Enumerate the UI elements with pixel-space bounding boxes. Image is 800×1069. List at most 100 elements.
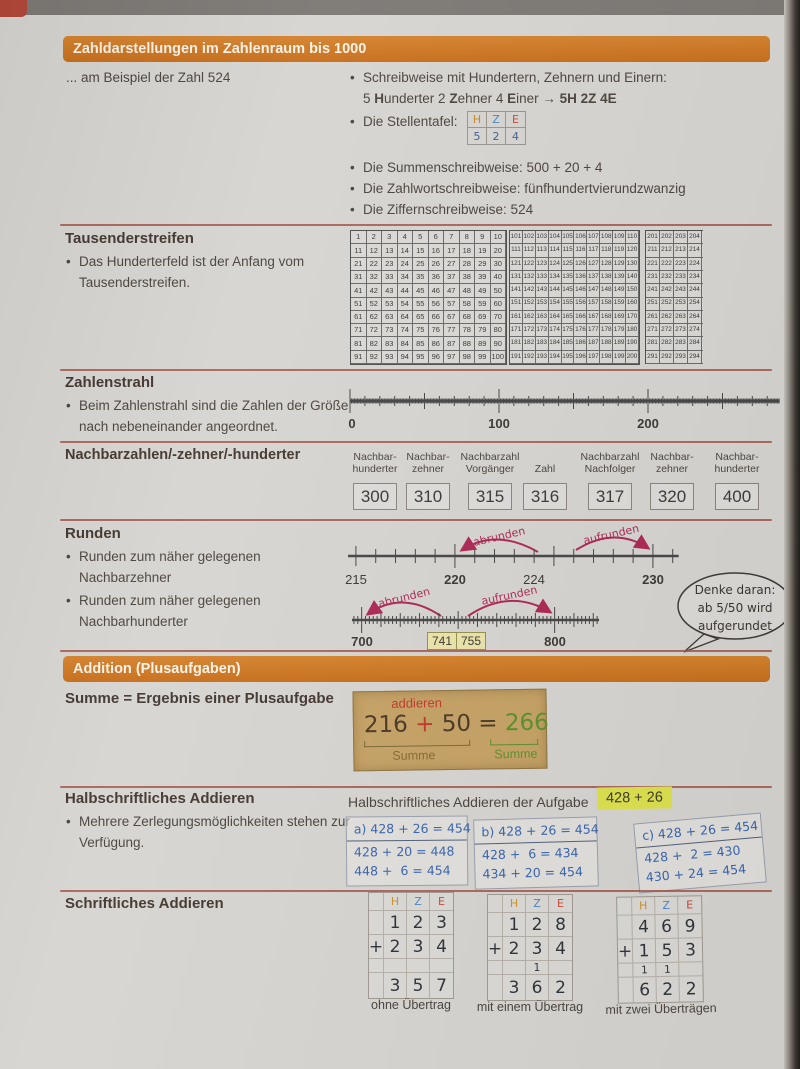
grid-cell: 233 bbox=[674, 270, 688, 285]
numberline-svg bbox=[349, 389, 780, 413]
grid-cell: 19 bbox=[475, 244, 491, 258]
grid-cell: 149 bbox=[613, 284, 627, 298]
grid-cell: 41 bbox=[351, 284, 367, 298]
neighbor-header: Nachbarzahl bbox=[460, 450, 520, 463]
section-title-runden: Runden bbox=[65, 525, 121, 542]
grid-cell: 283 bbox=[674, 337, 688, 351]
grid-cell: 115 bbox=[561, 244, 575, 258]
divider bbox=[60, 786, 772, 788]
grid-cell: 284 bbox=[688, 337, 702, 351]
section-title-summe: Summe = Ergebnis einer Plusaufgabe bbox=[65, 690, 334, 707]
grid-cell: 214 bbox=[688, 244, 702, 258]
grid-cell: 22 bbox=[366, 257, 382, 271]
grid-cell: 107 bbox=[587, 231, 601, 245]
digit-cell: 9 bbox=[678, 914, 702, 939]
grid-cell: 117 bbox=[587, 244, 601, 258]
grid-cell: 61 bbox=[351, 310, 367, 325]
grid-cell: 28 bbox=[459, 257, 475, 271]
grid-cell: 262 bbox=[660, 310, 674, 325]
digit-cell bbox=[407, 959, 430, 973]
neighbor-header: hunderter bbox=[714, 463, 760, 476]
digit-cell bbox=[549, 961, 572, 975]
method-rule bbox=[346, 839, 467, 842]
grid-cell: 179 bbox=[613, 324, 627, 338]
grid-cell: 43 bbox=[382, 284, 398, 298]
grid-cell: 125 bbox=[561, 257, 575, 271]
digit-cell: 5 bbox=[655, 938, 680, 964]
grid-cell: 151 bbox=[510, 297, 523, 311]
text-segment: ehner 4 bbox=[457, 90, 508, 106]
grid-cell: 9 bbox=[475, 231, 491, 245]
grid-cell: 17 bbox=[444, 244, 460, 258]
neighbor-header: Nachbar- bbox=[353, 450, 397, 463]
grid-cell: 64 bbox=[397, 310, 413, 325]
place-header-cell: Z bbox=[655, 896, 679, 916]
addition-grid: H Z E 4 6 9 +1 5 3 1 1 6 2 2 bbox=[616, 895, 704, 1004]
neighbors-row: Nachbar-hunderter 300 Nachbar-zehner 310… bbox=[345, 447, 777, 519]
place-header-cell bbox=[369, 893, 384, 911]
grid-cell: 63 bbox=[382, 310, 398, 325]
grid-cell: 2 bbox=[366, 231, 382, 245]
grid-cell: 109 bbox=[613, 231, 627, 245]
grid-cell: 181 bbox=[510, 337, 523, 351]
digit-cell: 1 bbox=[526, 961, 549, 975]
grid-cell: 26 bbox=[428, 257, 444, 271]
neighbor-value: 310 bbox=[406, 483, 450, 510]
grid-cell: 58 bbox=[459, 297, 475, 311]
neighbor-col-zehner-right: Nachbar-zehner 320 bbox=[646, 447, 698, 510]
bullet-zahlwortschreibweise: Die Zahlwortschreibweise: fünfhundertvie… bbox=[350, 179, 686, 200]
grid-cell: 199 bbox=[613, 350, 627, 364]
digit-cell bbox=[618, 977, 634, 1003]
grid-cell: 102 bbox=[522, 231, 536, 245]
grid-cell: 221 bbox=[646, 257, 660, 271]
grid-cell: 131 bbox=[510, 270, 523, 285]
grid-cell: 114 bbox=[548, 244, 562, 258]
neighbor-col-hunderter-right: Nachbar-hunderter 400 bbox=[707, 447, 767, 510]
neighbor-col-zahl: Zahl 316 bbox=[522, 447, 568, 510]
grid-cell: 177 bbox=[587, 324, 601, 338]
addieren-note-box: addieren 216 + 50 = 266 Summe Summe bbox=[352, 688, 549, 772]
place-header-cell bbox=[488, 895, 503, 913]
text-segment: Z bbox=[449, 90, 458, 106]
grid-cell: 31 bbox=[351, 270, 367, 285]
grid-cell: 55 bbox=[413, 297, 429, 311]
grid-cell: 295 bbox=[702, 351, 703, 364]
section-band-addition: Addition (Plusaufgaben) bbox=[63, 656, 770, 682]
grid-cell: 275 bbox=[702, 324, 703, 338]
digit-cell: 6 bbox=[655, 914, 679, 940]
addend-1: 216 bbox=[363, 711, 409, 739]
grid-cell: 183 bbox=[535, 337, 549, 351]
grid-cell: 198 bbox=[600, 350, 614, 364]
grid-cell: 189 bbox=[613, 337, 627, 351]
digit-cell: 5 bbox=[407, 973, 430, 998]
grid-cell: 18 bbox=[459, 244, 475, 258]
neighbor-header: hunderter bbox=[352, 463, 398, 476]
grid-cell: 255 bbox=[702, 298, 703, 311]
grid-cell: 234 bbox=[688, 270, 702, 285]
grid-cell: 11 bbox=[351, 244, 367, 258]
grid-cell: 215 bbox=[702, 244, 703, 258]
summe-label-left: Summe bbox=[392, 748, 436, 763]
grid-cell: 194 bbox=[548, 350, 562, 364]
hundred-grid-101-200: 101 102 103 104 105 106 107 108 109 110 111 112 113 1… bbox=[509, 230, 640, 365]
grid-cell: 212 bbox=[660, 244, 674, 258]
grid-cell: 293 bbox=[674, 350, 688, 364]
rounding-tens-svg: abrunden aufrunden bbox=[348, 522, 679, 568]
neighbor-col-nachfolger: Nachbarzahl Nachfolger 317 bbox=[577, 447, 643, 510]
grid-cell: 42 bbox=[366, 284, 382, 298]
grid-cell: 38 bbox=[459, 270, 475, 285]
grid-cell: 271 bbox=[646, 324, 660, 338]
summe-bracket-left bbox=[364, 739, 471, 748]
text-segment: E bbox=[507, 90, 517, 106]
grid-cell: 273 bbox=[674, 324, 688, 338]
place-header-cell: Z bbox=[407, 893, 430, 911]
grid-cell: 134 bbox=[548, 270, 562, 285]
grid-cell: 13 bbox=[382, 244, 398, 258]
digit-cell: + bbox=[488, 937, 503, 961]
summe-bracket-right bbox=[490, 738, 539, 746]
digit-cell: 6 bbox=[526, 975, 549, 1000]
band-title: Addition (Plusaufgaben) bbox=[73, 661, 241, 677]
stellentafel-value-e: 4 bbox=[512, 129, 519, 143]
digit-cell: 3 bbox=[407, 935, 430, 959]
